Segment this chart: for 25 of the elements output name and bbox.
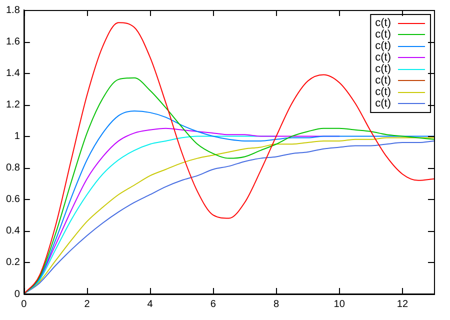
- legend-label: c(t): [375, 16, 392, 29]
- y-tick-label: 1.4: [6, 68, 20, 79]
- y-tick-label: 1: [14, 130, 20, 142]
- legend-label: c(t): [375, 51, 392, 64]
- y-tick-label: 1.2: [6, 99, 20, 110]
- y-tick-label: 1.8: [6, 4, 20, 16]
- y-tick-label: 0.6: [6, 194, 20, 206]
- legend-label: c(t): [375, 86, 392, 98]
- legend-label: c(t): [375, 97, 392, 110]
- x-tick-label: 6: [210, 298, 216, 310]
- legend-label: c(t): [375, 28, 392, 40]
- x-tick-label: 12: [396, 298, 408, 310]
- legend-label: c(t): [375, 40, 392, 52]
- y-tick-label: 0.8: [6, 162, 20, 174]
- x-tick-label: 0: [21, 298, 28, 310]
- y-tick-label: 0.2: [6, 257, 20, 268]
- x-tick-label: 8: [273, 298, 280, 310]
- y-tick-label: 1.6: [6, 36, 20, 48]
- legend-label: c(t): [375, 62, 392, 75]
- x-tick-label: 4: [147, 298, 154, 310]
- x-tick-label: 2: [84, 298, 90, 310]
- y-tick-label: 0.4: [6, 226, 20, 237]
- y-tick-label: 0: [14, 288, 20, 300]
- x-tick-label: 10: [334, 298, 346, 310]
- legend-label: c(t): [375, 74, 392, 86]
